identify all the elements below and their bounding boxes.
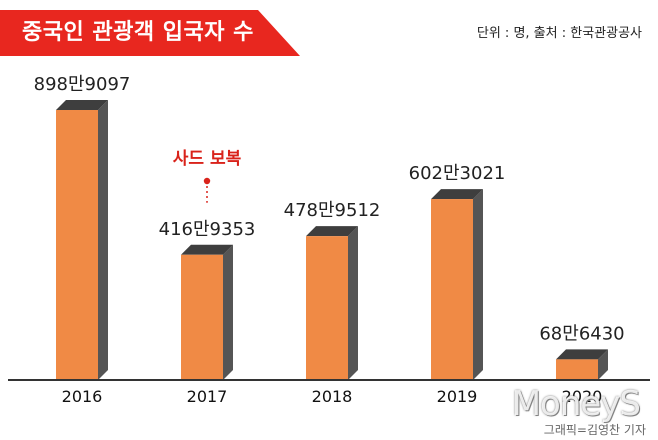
bar-top-2016	[56, 100, 108, 110]
bar-2017	[181, 254, 223, 380]
source-note: 단위 : 명, 출처 : 한국관광공사	[476, 26, 642, 41]
bar-top-2017	[181, 244, 233, 255]
bar-side-2016	[98, 100, 108, 380]
data-label-2019: 602만3021	[409, 163, 506, 184]
bar-2016	[56, 110, 98, 380]
data-label-2017: 416만9353	[159, 219, 256, 240]
x-tick-2017: 2017	[187, 387, 228, 406]
title-banner	[0, 10, 300, 56]
bar-top-2018	[306, 226, 358, 237]
bar-side-2018	[348, 226, 358, 380]
x-tick-2018: 2018	[312, 387, 353, 406]
x-tick-2019: 2019	[437, 387, 478, 406]
chart-title: 중국인 관광객 입국자 수	[22, 20, 254, 45]
data-label-2016: 898만9097	[34, 74, 131, 95]
data-label-2018: 478만9512	[284, 200, 381, 221]
data-label-2020: 68만6430	[539, 323, 624, 344]
bar-side-2020	[598, 349, 608, 380]
bar-2018	[306, 236, 348, 380]
bar-top-2020	[556, 349, 608, 360]
graphic-credit: 그래픽=김영찬 기자	[543, 423, 646, 437]
watermark-logo: MoneyS	[511, 384, 641, 424]
bar-2019	[431, 199, 473, 380]
x-tick-2016: 2016	[62, 387, 103, 406]
annotation-text: 사드 보복	[173, 149, 242, 169]
annotation-dot	[203, 177, 211, 185]
bar-side-2017	[223, 244, 233, 380]
bar-side-2019	[473, 189, 483, 380]
bar-2020	[556, 359, 598, 380]
x-tick-2020: 2020	[562, 387, 603, 406]
bar-top-2019	[431, 189, 483, 200]
